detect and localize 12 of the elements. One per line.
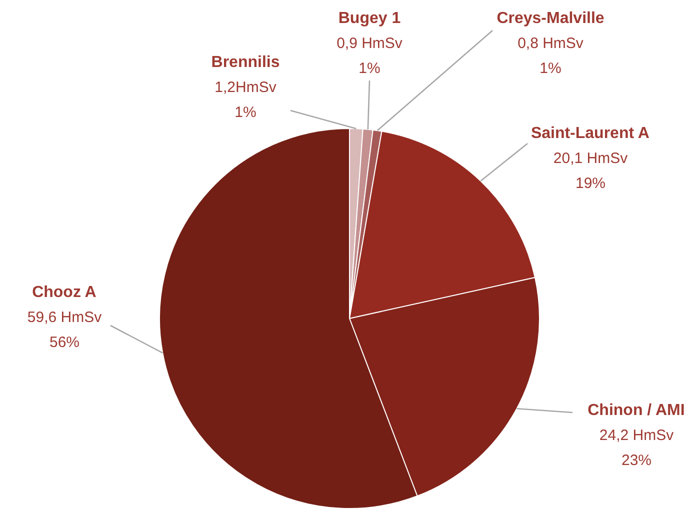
slice-label: Chinon / AMI <box>588 402 685 419</box>
data-label: 20,1 HmSv 19% <box>553 150 628 192</box>
slice-label: Bugey 1 <box>338 10 401 27</box>
slice-label: Brennilis <box>211 54 280 71</box>
slice-label: Saint-Laurent A <box>530 125 650 142</box>
slice-label: Chooz A <box>32 284 97 301</box>
data-label: 1,2HmSv 1% <box>214 79 277 121</box>
data-label: 24,2 HmSv 23% <box>599 427 674 469</box>
slice-label: Creys-Malville <box>496 10 604 27</box>
data-label: 59,6 HmSv 56% <box>27 309 102 351</box>
data-label: 0,8 HmSv 1% <box>518 35 584 77</box>
data-label: 0,9 HmSv 1% <box>336 35 403 77</box>
